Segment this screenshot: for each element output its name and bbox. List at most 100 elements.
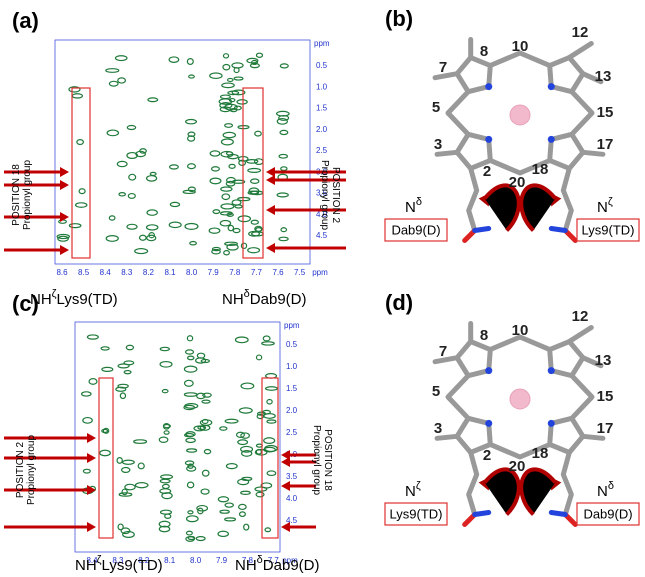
position-number: 20 (509, 458, 526, 475)
panel-label: (b) (385, 6, 413, 31)
peak (129, 174, 136, 180)
peak (237, 100, 247, 104)
peak (256, 355, 261, 360)
peak (184, 393, 197, 396)
side-note: POSITION 18 (11, 164, 22, 226)
y-tick-label: 3.5 (286, 472, 298, 481)
x-tick-label: 7.8 (229, 268, 241, 277)
peak (226, 464, 237, 469)
x-tick-label: 7.6 (272, 268, 284, 277)
meso-bridge (448, 92, 468, 135)
peak-label-part: Dab9(D) (263, 557, 320, 574)
y-unit: ppm (284, 321, 300, 330)
nitrogen (548, 136, 555, 143)
arrow-head (266, 243, 275, 253)
peak (235, 337, 248, 343)
peak (267, 400, 272, 404)
peak (226, 181, 234, 186)
peak (87, 335, 98, 339)
peak (187, 482, 193, 488)
nitrogen-symbol: N (405, 483, 416, 500)
peak (125, 484, 135, 490)
peak (256, 53, 262, 57)
peak (82, 392, 91, 396)
peak (148, 98, 158, 102)
peak-label: NHζLys9(TD) (30, 288, 118, 308)
arrow-head (87, 522, 96, 532)
highlight-box (99, 378, 113, 538)
arrow-head (266, 175, 275, 185)
peak (184, 366, 196, 372)
peak (279, 237, 288, 240)
peak-label: NHδDab9(D) (222, 288, 306, 308)
peak (222, 83, 234, 88)
side-note: POSITION 18 (322, 429, 333, 491)
peak (77, 140, 84, 145)
peak (281, 228, 286, 232)
peak (187, 449, 197, 452)
position-number: 5 (432, 383, 440, 400)
y-tick-label: 1.0 (316, 82, 328, 91)
peak (147, 210, 157, 215)
peak (185, 380, 194, 386)
y-tick-label: 1.5 (316, 104, 328, 113)
x-tick-label: 8.5 (78, 268, 90, 277)
peak (79, 189, 85, 194)
x-tick-label: 8.1 (164, 268, 176, 277)
peak (188, 356, 194, 360)
peak (279, 154, 287, 158)
peak (280, 130, 288, 134)
red-arrow (521, 469, 555, 514)
peak (225, 518, 236, 521)
peak (72, 94, 82, 98)
peak (164, 431, 169, 434)
residue-label: Dab9(D) (583, 506, 632, 521)
peak (203, 393, 211, 397)
peak (238, 216, 250, 222)
position-number: 8 (480, 327, 488, 344)
peak (210, 178, 221, 184)
peak (109, 216, 115, 220)
arrow-head (281, 481, 290, 491)
side-note: Propionyl group (26, 435, 37, 505)
x-tick-label: 8.2 (143, 268, 155, 277)
peak (222, 194, 230, 200)
peak (159, 437, 168, 442)
side-note: Propionyl group (311, 425, 322, 495)
side-note: POSITION 2 (15, 442, 26, 499)
position-number: 15 (597, 388, 614, 405)
peak (160, 347, 169, 350)
peak (76, 203, 87, 207)
position-number: 13 (595, 352, 612, 369)
nitrogen (485, 136, 492, 143)
nitrogen (548, 367, 555, 374)
panel-label: (d) (385, 290, 413, 315)
peak (277, 119, 287, 125)
peak (188, 511, 193, 514)
nitrogen-symbol: N (597, 483, 608, 500)
meso-bridge (448, 376, 468, 419)
position-number: 15 (597, 104, 614, 121)
peak (120, 393, 125, 399)
peak-label: NHδDab9(D) (235, 554, 319, 574)
peak (118, 78, 126, 83)
highlight-box (72, 88, 90, 258)
metal-center (510, 389, 530, 409)
peak (107, 130, 118, 136)
arrow-head (266, 205, 275, 215)
y-tick-label: 2.0 (316, 125, 328, 134)
peak (201, 489, 209, 494)
peak (202, 470, 208, 476)
x-tick-label: 7.9 (216, 556, 228, 565)
peak (251, 179, 259, 183)
peak (251, 220, 258, 224)
nitrogen (485, 420, 492, 427)
peak (224, 251, 230, 255)
x-tick-label: 7.9 (208, 268, 220, 277)
metal-center (510, 105, 530, 125)
x-tick-label: 8.1 (164, 556, 176, 565)
peak (244, 524, 249, 530)
residue-label: Dab9(D) (391, 222, 440, 237)
position-number: 18 (532, 445, 549, 462)
y-tick-label: 1.0 (286, 362, 298, 371)
